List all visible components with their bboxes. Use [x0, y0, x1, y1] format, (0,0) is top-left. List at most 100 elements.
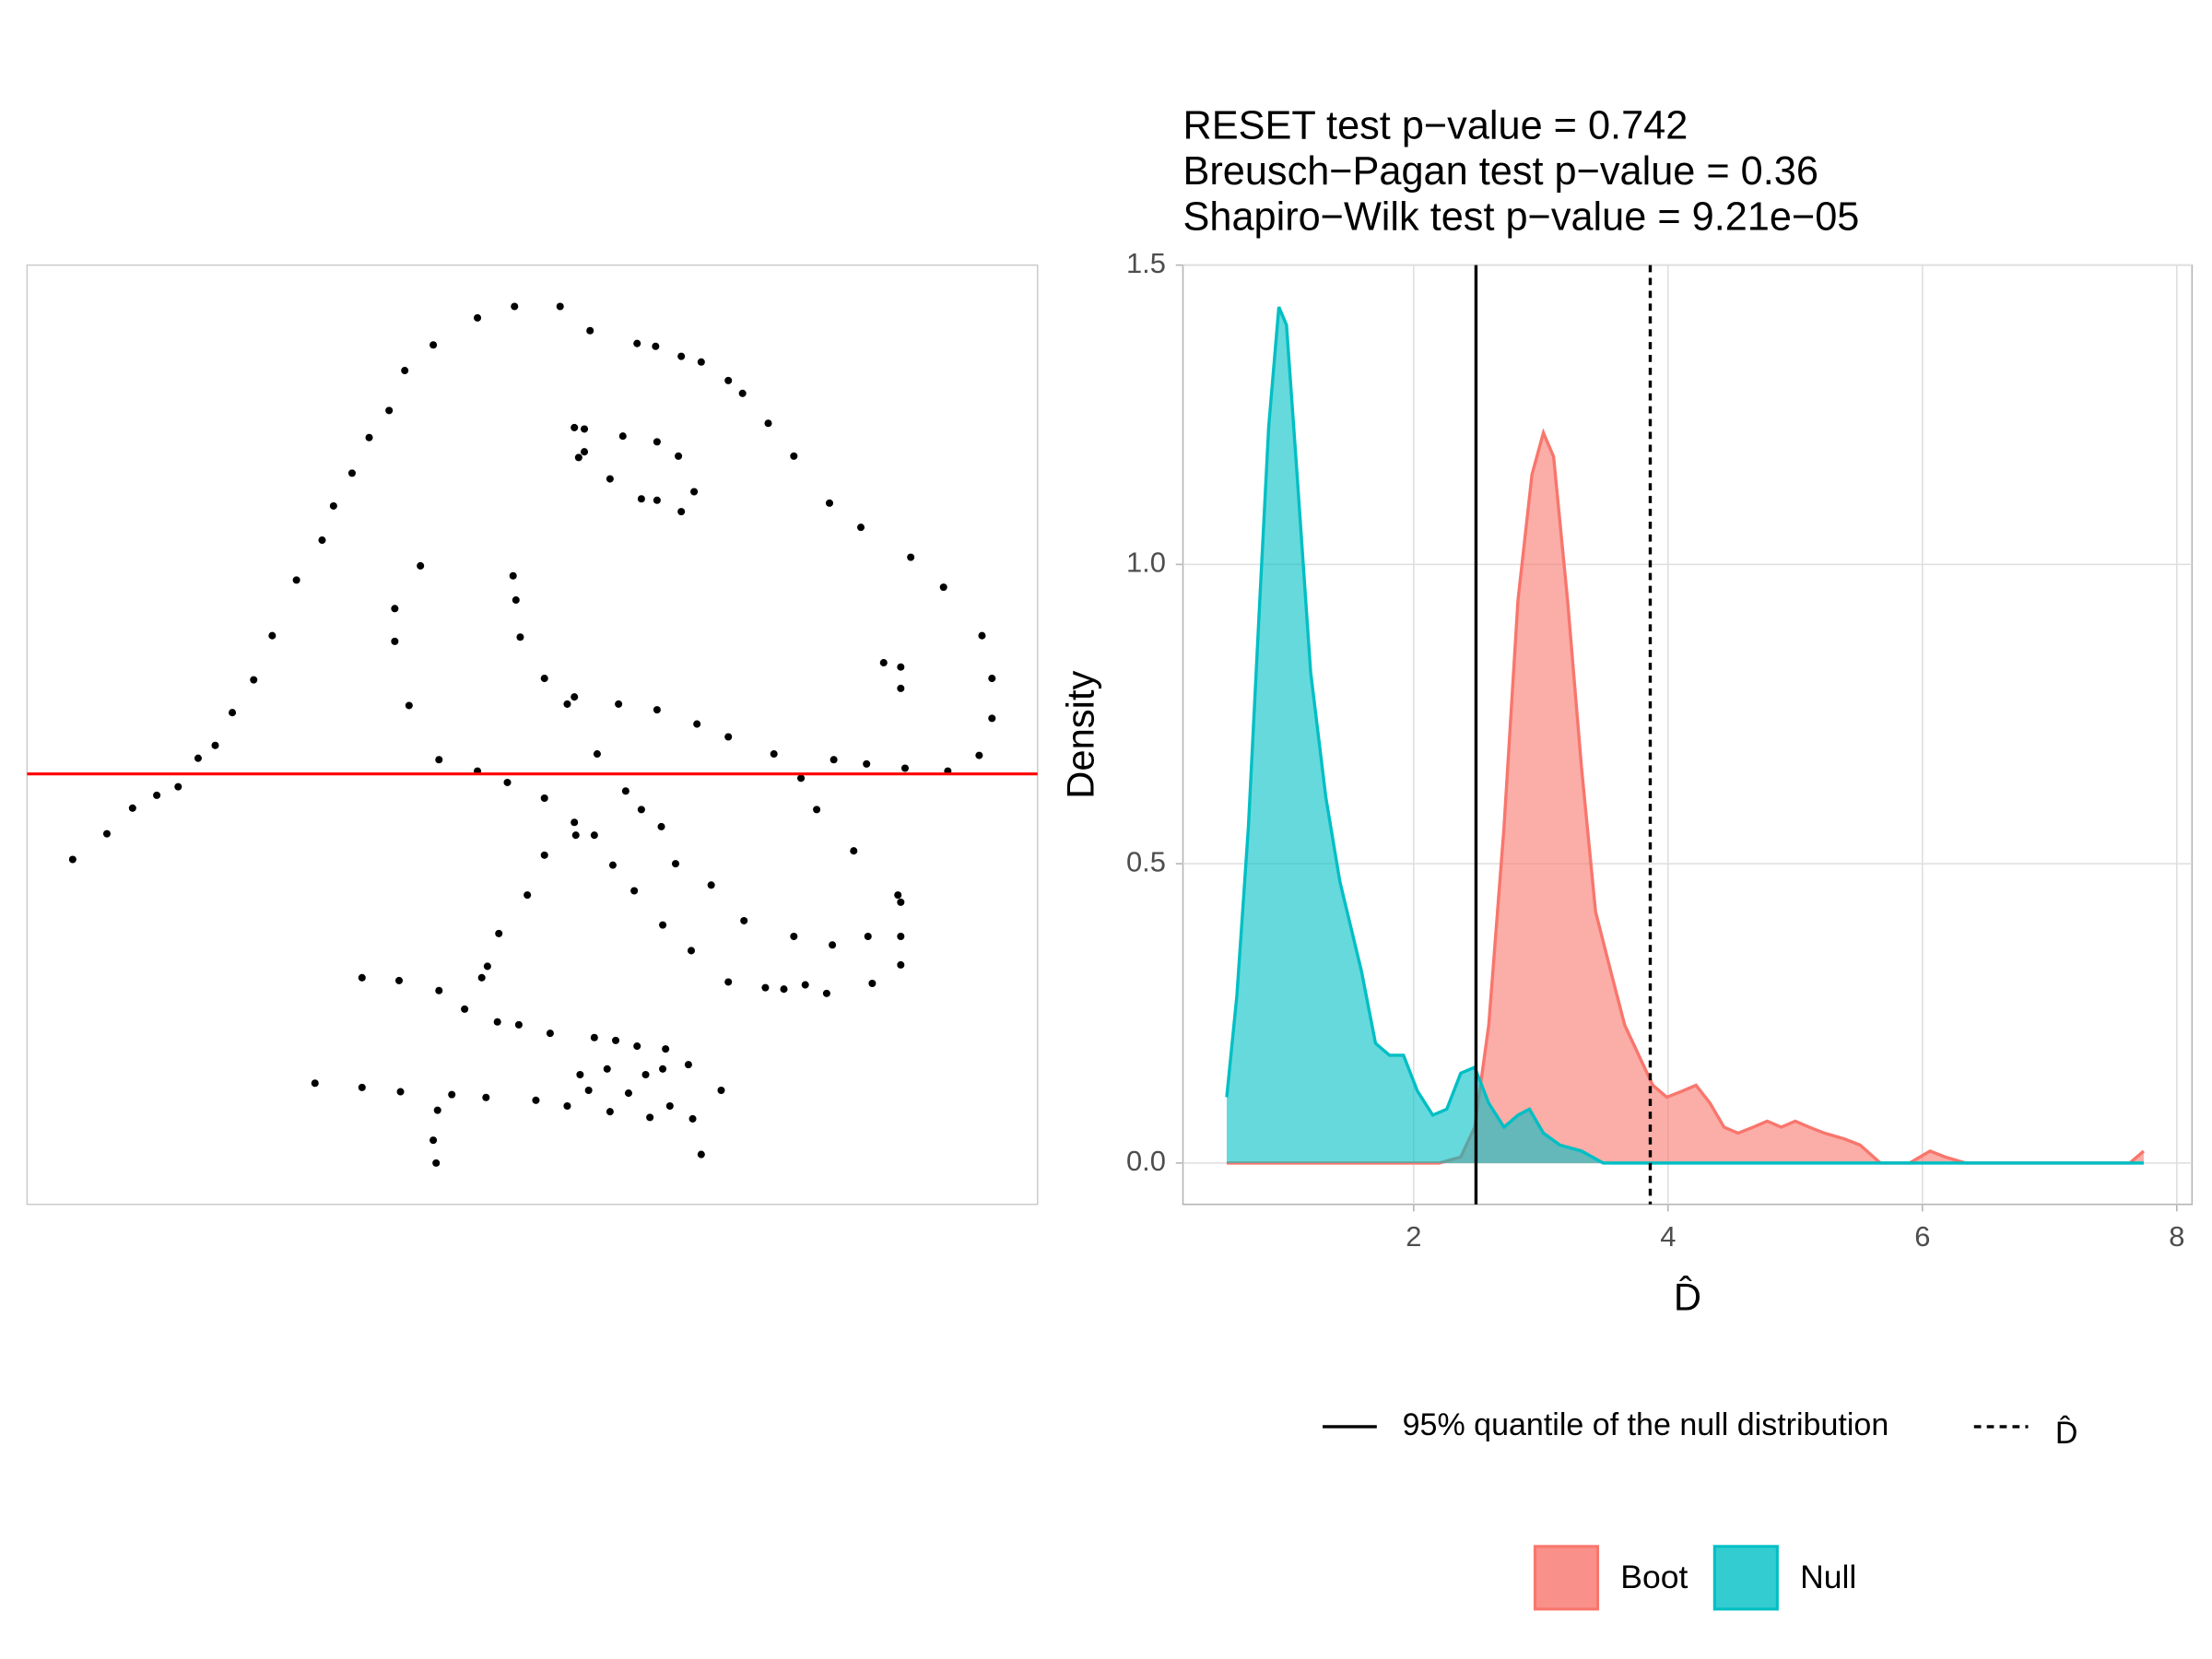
scatter-point: [211, 741, 219, 749]
scatter-point: [435, 756, 443, 764]
scatter-point: [897, 960, 905, 969]
legend-key: [1712, 1545, 1779, 1611]
scatter-point: [879, 659, 888, 667]
x-tick-label: 2: [1406, 1220, 1421, 1253]
scatter-point: [770, 750, 778, 759]
scatter-point: [675, 452, 683, 460]
scatter-point: [435, 986, 443, 994]
scatter-point: [624, 1089, 632, 1098]
scatter-point: [653, 706, 661, 714]
scatter-point: [830, 756, 838, 764]
scatter-point: [514, 1020, 523, 1029]
scatter-point: [571, 831, 580, 840]
scatter-point: [637, 495, 645, 503]
scatter-point: [401, 367, 409, 375]
scatter-point: [652, 342, 660, 350]
chart-title: Breusch−Pagan test p−value = 0.36: [1183, 149, 1818, 194]
scatter-point: [365, 433, 373, 441]
scatter-point: [693, 720, 701, 728]
scatter-point: [707, 881, 715, 889]
scatter-point: [429, 1136, 438, 1145]
scatter-point: [687, 947, 696, 955]
scatter-point: [68, 855, 76, 864]
scatter-point: [432, 1159, 441, 1167]
scatter-point: [764, 419, 772, 428]
scatter-point: [633, 339, 641, 347]
scatter-point: [606, 1108, 614, 1116]
scatter-point: [850, 847, 858, 855]
density-line: [1225, 306, 2144, 1165]
scatter-point: [516, 633, 524, 641]
legend-label: D̂: [2055, 1416, 2078, 1452]
scatter-point: [684, 1061, 692, 1069]
scatter-point: [724, 978, 733, 986]
scatter-point: [405, 701, 413, 710]
scatter-point: [540, 675, 548, 683]
scatter-point: [677, 352, 686, 360]
scatter-point: [586, 326, 594, 335]
scatter-point: [738, 389, 747, 397]
scatter-point: [653, 496, 661, 504]
scatter-point: [358, 973, 366, 982]
scatter-point: [612, 1036, 620, 1044]
scatter-point: [659, 1065, 667, 1073]
scatter-point: [637, 806, 645, 814]
scatter-point: [512, 596, 520, 605]
y-tick-label: 0.0: [1126, 1145, 1166, 1177]
scatter-point: [448, 1090, 456, 1099]
scatter-point: [347, 469, 356, 477]
scatter-point: [394, 976, 404, 984]
scatter-point: [864, 932, 872, 941]
scatter-point: [857, 524, 865, 532]
scatter-point: [740, 916, 748, 924]
scatter-point: [574, 453, 582, 462]
scatter-point: [461, 1005, 469, 1013]
y-tick-label: 0.5: [1126, 845, 1166, 877]
scatter-point: [563, 1101, 571, 1111]
scatter-point: [250, 676, 258, 684]
x-tick-label: 4: [1660, 1220, 1676, 1253]
scatter-point: [790, 932, 798, 941]
scatter-point: [621, 787, 629, 795]
scatter-point: [863, 759, 871, 768]
legend-label: Boot: [1620, 1559, 1688, 1595]
scatter-point: [540, 794, 548, 803]
scatter-point: [697, 1150, 705, 1159]
scatter-point: [581, 425, 589, 433]
legend-label: Null: [1800, 1559, 1856, 1595]
scatter-point: [897, 663, 905, 671]
scatter-point: [174, 782, 182, 791]
scatter-point: [563, 700, 571, 708]
scatter-point: [822, 989, 830, 997]
scatter-point: [657, 822, 665, 830]
scatter-point: [329, 501, 337, 510]
scatter-point: [724, 376, 733, 384]
scatter-point: [606, 475, 614, 483]
scatter-point: [671, 860, 680, 868]
scatter-point: [128, 804, 136, 812]
scatter-point: [978, 631, 986, 640]
scatter-point: [829, 941, 837, 949]
scatter-point: [318, 536, 326, 545]
scatter-point: [790, 452, 798, 460]
scatter-point: [780, 985, 788, 994]
scatter-point: [988, 675, 996, 683]
scatter-point: [391, 637, 399, 645]
y-axis-title: Density: [1058, 670, 1101, 798]
scatter-point: [907, 553, 915, 561]
chart-title: Shapiro−Wilk test p−value = 9.21e−05: [1183, 195, 1860, 240]
scatter-point: [868, 979, 877, 988]
scatter-point: [396, 1088, 405, 1096]
scatter-point: [590, 1033, 598, 1041]
scatter-point: [584, 1086, 593, 1095]
scatter-point: [511, 302, 519, 311]
scatter-point: [477, 973, 486, 982]
scatter-point: [593, 750, 601, 759]
scatter-point: [540, 851, 548, 859]
scatter-point: [433, 1106, 441, 1114]
scatter-point: [608, 861, 617, 869]
scatter-point: [897, 898, 905, 906]
scatter-point: [659, 921, 667, 929]
